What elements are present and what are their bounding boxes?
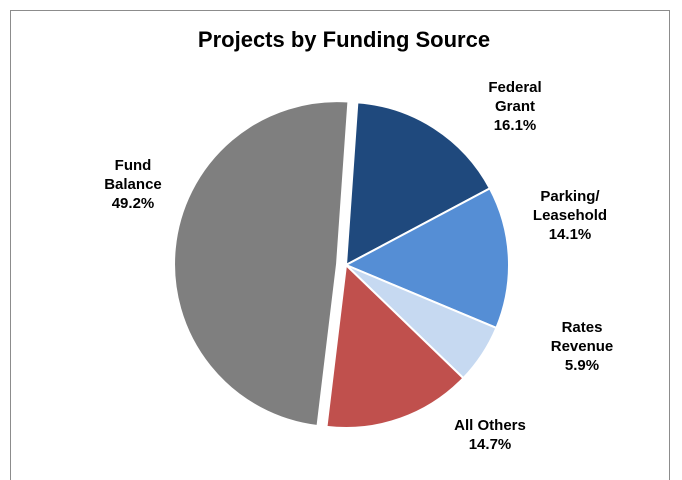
chart-title: Projects by Funding Source — [198, 27, 490, 52]
pie-slice-parking-leasehold — [343, 187, 510, 330]
pie-slice-allothers — [325, 262, 465, 429]
slice-label-rates-revenue: Rates Revenue 5.9% — [551, 319, 614, 374]
pie-slice-federal-grant — [344, 101, 492, 267]
pie-labels: Federal Grant 16.1% Parking/Leasehold 14.1% R… — [104, 79, 613, 453]
slice-label-allothers: All Others 14.7% — [454, 417, 526, 453]
slice-label-parking-leasehold: Parking/Leasehold 14.1% — [533, 188, 607, 243]
pie-slices — [173, 100, 510, 429]
pie-slice-fund-balance — [173, 100, 350, 428]
slice-label-federal-grant: Federal Grant 16.1% — [488, 79, 541, 134]
slice-label-fund-balance: Fund Balance 49.2% — [104, 157, 162, 212]
